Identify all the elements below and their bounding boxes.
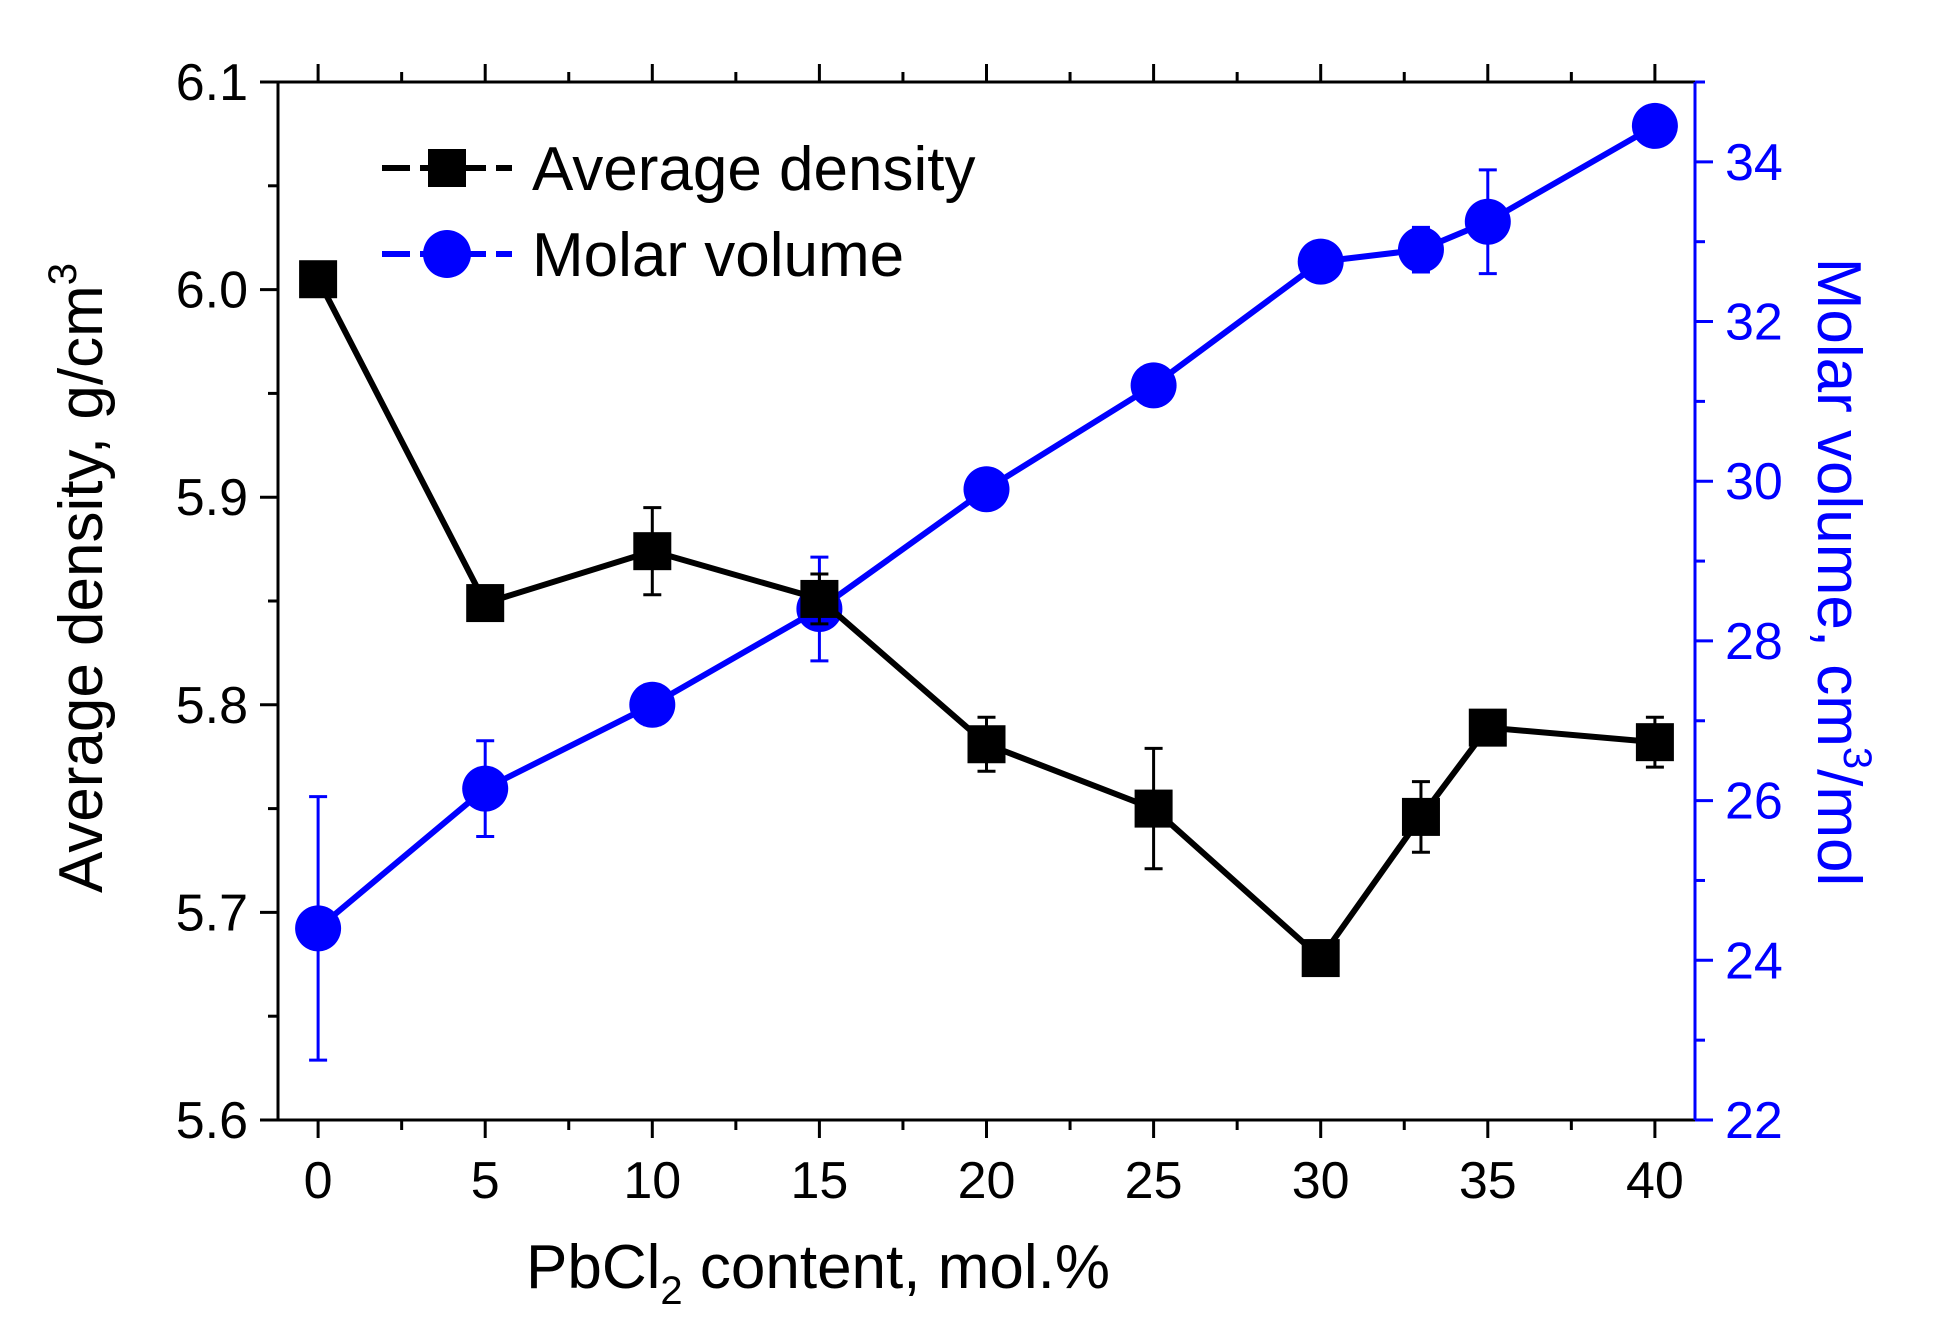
data-point-circle xyxy=(1297,238,1344,285)
y-left-tick-label: 6.1 xyxy=(176,54,248,112)
x-tick-label: 0 xyxy=(304,1152,333,1210)
legend: Average density Molar volume xyxy=(382,135,975,290)
legend-marker-square xyxy=(428,149,466,187)
legend-item-average-density: Average density xyxy=(382,135,975,204)
data-point-circle xyxy=(963,466,1010,513)
legend-label: Molar volume xyxy=(532,221,904,290)
x-tick-label: 10 xyxy=(623,1152,681,1210)
x-tick-label: 25 xyxy=(1125,1152,1183,1210)
legend-label: Average density xyxy=(532,135,975,204)
x-tick-label: 20 xyxy=(958,1152,1016,1210)
data-point-square xyxy=(1301,939,1340,978)
data-point-square xyxy=(1401,797,1440,836)
y-right-tick-label: 26 xyxy=(1725,773,1783,831)
data-point-square xyxy=(1134,789,1173,828)
data-point-circle xyxy=(462,765,509,812)
x-tick-label: 35 xyxy=(1459,1152,1517,1210)
series-average-density xyxy=(299,260,1674,978)
y-right-tick-label: 28 xyxy=(1725,613,1783,671)
y-left-tick-label: 5.8 xyxy=(176,677,248,735)
y-left-tick-label: 5.6 xyxy=(176,1092,248,1150)
data-point-circle xyxy=(1464,198,1511,245)
x-tick-label: 5 xyxy=(471,1152,500,1210)
y-axis-left-title: Average density, g/cm3 xyxy=(41,263,116,893)
series-line xyxy=(315,277,1656,962)
data-point-circle xyxy=(1130,362,1177,409)
legend-marker-circle xyxy=(423,230,471,278)
series-line xyxy=(316,123,1657,931)
legend-item-molar-volume: Molar volume xyxy=(382,221,904,290)
data-point-square xyxy=(299,260,338,299)
data-point-circle xyxy=(295,905,342,952)
data-point-circle xyxy=(1631,102,1678,149)
y-axis-right-title: Molar volume, cm3/mol xyxy=(1804,258,1879,887)
y-right-tick-label: 34 xyxy=(1725,134,1783,192)
y-left-tick-label: 6.0 xyxy=(176,262,248,320)
y-right-tick-label: 30 xyxy=(1725,453,1783,511)
data-point-square xyxy=(633,532,672,571)
x-tick-label: 30 xyxy=(1292,1152,1350,1210)
y-right-tick-label: 24 xyxy=(1725,932,1783,990)
data-point-square xyxy=(1468,708,1507,747)
y-right-tick-label: 32 xyxy=(1725,294,1783,352)
y-left-tick-label: 5.7 xyxy=(176,884,248,942)
data-point-circle xyxy=(1397,226,1444,273)
data-point-square xyxy=(466,584,505,623)
data-point-square xyxy=(1635,723,1674,762)
data-point-circle xyxy=(629,681,676,728)
y-left-tick-label: 5.9 xyxy=(176,469,248,527)
x-axis-title: PbCl2 content, mol.% xyxy=(526,1233,1110,1313)
x-tick-label: 15 xyxy=(790,1152,848,1210)
data-point-square xyxy=(800,579,839,618)
x-tick-label: 40 xyxy=(1626,1152,1684,1210)
y-right-tick-label: 22 xyxy=(1725,1092,1783,1150)
data-point-square xyxy=(967,725,1006,764)
